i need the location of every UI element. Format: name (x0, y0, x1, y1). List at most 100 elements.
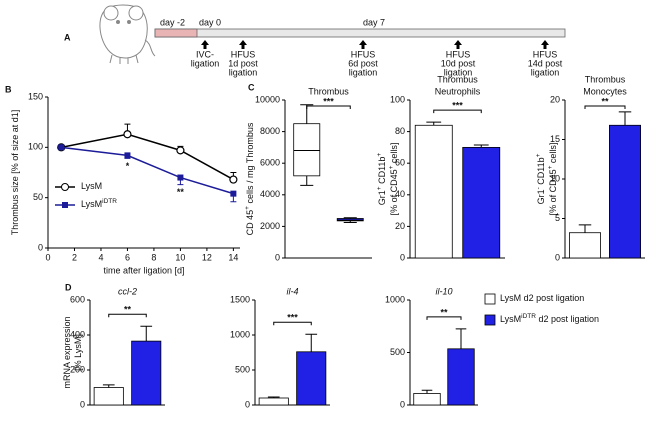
y-axis-label: Gr1- CD11b+ (535, 153, 546, 204)
timeline-pre (154, 28, 198, 38)
text-part: CD11b (536, 157, 546, 187)
error-bar (473, 144, 489, 148)
y-tick-label: 4000 (260, 189, 280, 199)
x-tick-label: 12 (202, 252, 212, 262)
event-label: ligation (531, 67, 560, 77)
bar (131, 340, 162, 406)
x-tick-label: 0 (45, 252, 50, 262)
significance-label: ** (440, 307, 448, 317)
error-bar (140, 325, 153, 342)
panel-label: A (64, 32, 71, 42)
significance-label: *** (323, 96, 334, 106)
y-tick-label: 50 (33, 192, 43, 202)
significance-label: *** (452, 100, 463, 110)
point (58, 144, 65, 151)
day-label: day 0 (199, 17, 221, 27)
y-tick-label: 0 (400, 399, 405, 409)
panel-label: D (65, 282, 72, 292)
y-tick-label: 40 (395, 189, 405, 199)
error-bar (305, 333, 318, 352)
arrow (359, 40, 367, 49)
y-tick-label: 1000 (385, 294, 405, 304)
point (123, 130, 132, 139)
superscript: iDTR (521, 313, 536, 320)
y-tick-label: 0 (555, 252, 560, 262)
superscript: + (535, 153, 542, 157)
y-tick-label: 10000 (255, 94, 280, 104)
y-tick-label: 15 (550, 134, 560, 144)
y-tick-label: 500 (235, 364, 250, 374)
event-label: 14d post (528, 58, 563, 68)
significance-label: ** (601, 96, 609, 106)
bar (413, 393, 441, 406)
text-part: cells] (389, 143, 399, 166)
legend-label: LysM (81, 181, 102, 191)
y-tick-label: 1000 (230, 329, 250, 339)
bar (462, 146, 501, 259)
text-part: CD11b (377, 157, 387, 187)
error-bar (578, 224, 592, 233)
y-tick-label: 6000 (260, 158, 280, 168)
significance-bracket (584, 105, 626, 109)
text-part: [% of CD45 (389, 169, 399, 215)
y-tick-label: 1500 (230, 294, 250, 304)
arrow (239, 40, 247, 49)
superscript: iDTR (102, 198, 117, 205)
y-tick-label: 150 (28, 91, 43, 101)
y-tick-label: 100 (390, 94, 405, 104)
x-tick-label: 10 (175, 252, 185, 262)
y-tick-label: 20 (550, 94, 560, 104)
y-tick-label: 2000 (260, 221, 280, 231)
y-tick-label: 5 (555, 213, 560, 223)
arrow (201, 40, 209, 49)
y-axis-label: Gr1+ CD11b+ (376, 153, 387, 206)
y-tick-label: 100 (28, 142, 43, 152)
significance-bracket (426, 316, 462, 320)
significance-bracket (433, 109, 482, 114)
y-tick-label: 0 (275, 252, 280, 262)
bar (296, 351, 327, 406)
chart-title: Thrombus (308, 86, 349, 96)
text-part: Thrombus size [% of size at d1] (10, 110, 20, 236)
superscript: + (244, 206, 251, 210)
event-label: ligation (191, 58, 220, 68)
chart-title: Monocytes (583, 86, 627, 96)
x-axis-label: time after ligation [d] (103, 265, 184, 275)
arrow (454, 40, 462, 49)
text-part: [% LysM] (73, 334, 83, 371)
y-tick-label: 600 (70, 294, 85, 304)
error-bar (618, 111, 632, 126)
x-tick-label: 6 (125, 252, 130, 262)
x-tick-label: 4 (98, 252, 103, 262)
legend-marker (62, 202, 68, 208)
chart-title: Thrombus (585, 74, 626, 84)
event-label: HFUS (533, 49, 558, 59)
text-part: mRNA expression (62, 316, 72, 388)
event-label: HFUS (351, 49, 376, 59)
box (293, 123, 321, 177)
series-line (61, 133, 234, 181)
bar (609, 124, 642, 259)
event-label: ligation (349, 67, 378, 77)
mouse-icon (99, 4, 156, 64)
legend-marker (61, 183, 69, 191)
event-label: HFUS (446, 49, 471, 59)
error-bar (267, 396, 280, 398)
panel-label: C (248, 82, 255, 92)
significance-bracket (273, 321, 312, 326)
legend-label: LysM d2 post ligation (500, 293, 584, 303)
timeline-bar (154, 28, 566, 38)
series-line (61, 146, 234, 195)
event-label: ligation (444, 67, 473, 77)
y-tick-label: 500 (390, 347, 405, 357)
text-part: LysM (500, 314, 521, 324)
text-part: Gr1 (536, 189, 546, 204)
bar (258, 397, 289, 406)
legend-label: LysMiDTR d2 post ligation (500, 313, 599, 324)
event-label: ligation (229, 67, 258, 77)
text-part: d2 post ligation (536, 314, 599, 324)
annotation: * (126, 161, 130, 171)
text-part: cells / mg Thrombus (245, 122, 255, 206)
y-tick-label: 0 (245, 399, 250, 409)
